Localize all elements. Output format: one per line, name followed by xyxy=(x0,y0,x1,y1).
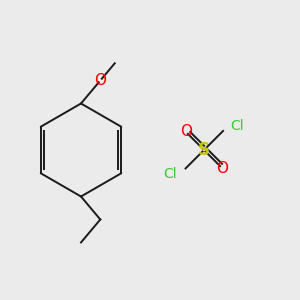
Text: Cl: Cl xyxy=(230,119,244,133)
Text: S: S xyxy=(198,141,210,159)
Text: O: O xyxy=(216,160,228,175)
Text: O: O xyxy=(94,73,106,88)
Text: O: O xyxy=(180,124,192,140)
Text: Cl: Cl xyxy=(164,167,177,181)
